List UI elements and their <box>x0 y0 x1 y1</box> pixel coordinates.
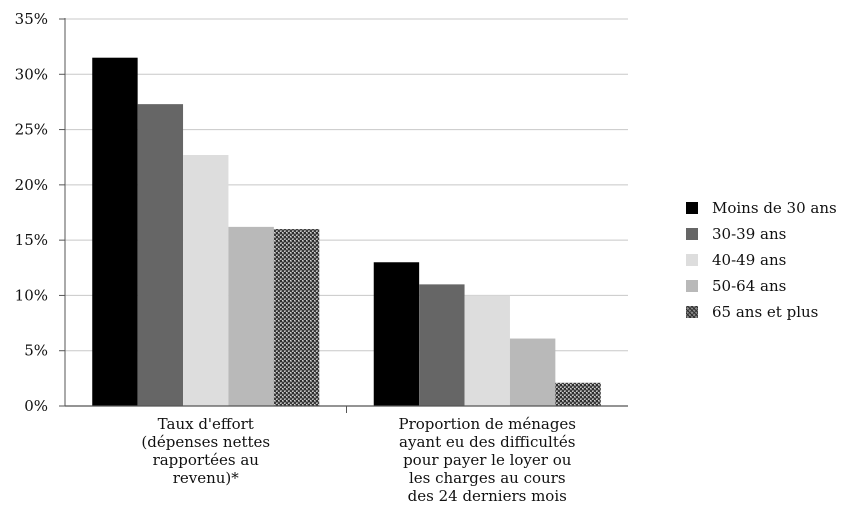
legend-swatch <box>686 228 698 240</box>
legend-label: 65 ans et plus <box>712 303 819 321</box>
y-tick-label: 15% <box>15 231 48 249</box>
legend-label: 50-64 ans <box>712 277 787 295</box>
x-category-label: des 24 derniers mois <box>408 487 567 505</box>
y-tick-label: 20% <box>15 176 48 194</box>
legend-item: 50-64 ans <box>686 273 837 299</box>
y-tick-label: 10% <box>15 286 48 304</box>
legend-label: Moins de 30 ans <box>712 199 837 217</box>
bar-30-39-ans <box>137 104 184 406</box>
legend-swatch <box>686 306 698 318</box>
bars <box>92 57 601 406</box>
legend-item: Moins de 30 ans <box>686 195 837 221</box>
y-tick-label: 5% <box>24 342 48 360</box>
legend-swatch <box>686 254 698 266</box>
legend-label: 40-49 ans <box>712 251 787 269</box>
y-tick-label: 35% <box>15 10 48 28</box>
x-category-label: pour payer le loyer ou <box>403 451 572 469</box>
bar-65-ans-et-plus <box>555 382 601 406</box>
y-tick-label: 30% <box>15 65 48 83</box>
x-category-label: Taux d'effort <box>158 415 254 433</box>
legend-swatch <box>686 280 698 292</box>
legend-item: 65 ans et plus <box>686 299 837 325</box>
bar-30-39-ans <box>419 284 465 406</box>
x-category-label: (dépenses nettes <box>141 433 270 451</box>
labels: 0% 5% 10% 15% 20% 25% 30% 35% Taux d'effort(dépe… <box>15 10 576 505</box>
axes <box>59 18 628 413</box>
legend: Moins de 30 ans 30-39 ans 40-49 ans 50-64 a… <box>686 195 837 325</box>
legend-item: 30-39 ans <box>686 221 837 247</box>
bar-moins-de-30-ans <box>373 262 420 406</box>
x-category-label: Proportion de ménages <box>398 415 576 433</box>
y-tick-label: 0% <box>24 397 48 415</box>
x-category-label: rapportées au <box>153 451 260 469</box>
x-category-label: ayant eu des difficultés <box>399 433 575 451</box>
bar-40-49-ans <box>183 155 229 406</box>
bar-40-49-ans <box>464 295 510 406</box>
x-category-label: les charges au cours <box>409 469 566 487</box>
bar-moins-de-30-ans <box>92 57 138 406</box>
y-tick-label: 25% <box>15 121 48 139</box>
legend-item: 40-49 ans <box>686 247 837 273</box>
legend-label: 30-39 ans <box>712 225 787 243</box>
bar-50-64-ans <box>228 226 274 406</box>
x-category-label: revenu)* <box>173 469 240 487</box>
bar-65-ans-et-plus <box>273 229 320 406</box>
bar-50-64-ans <box>509 338 556 406</box>
legend-swatch <box>686 202 698 214</box>
